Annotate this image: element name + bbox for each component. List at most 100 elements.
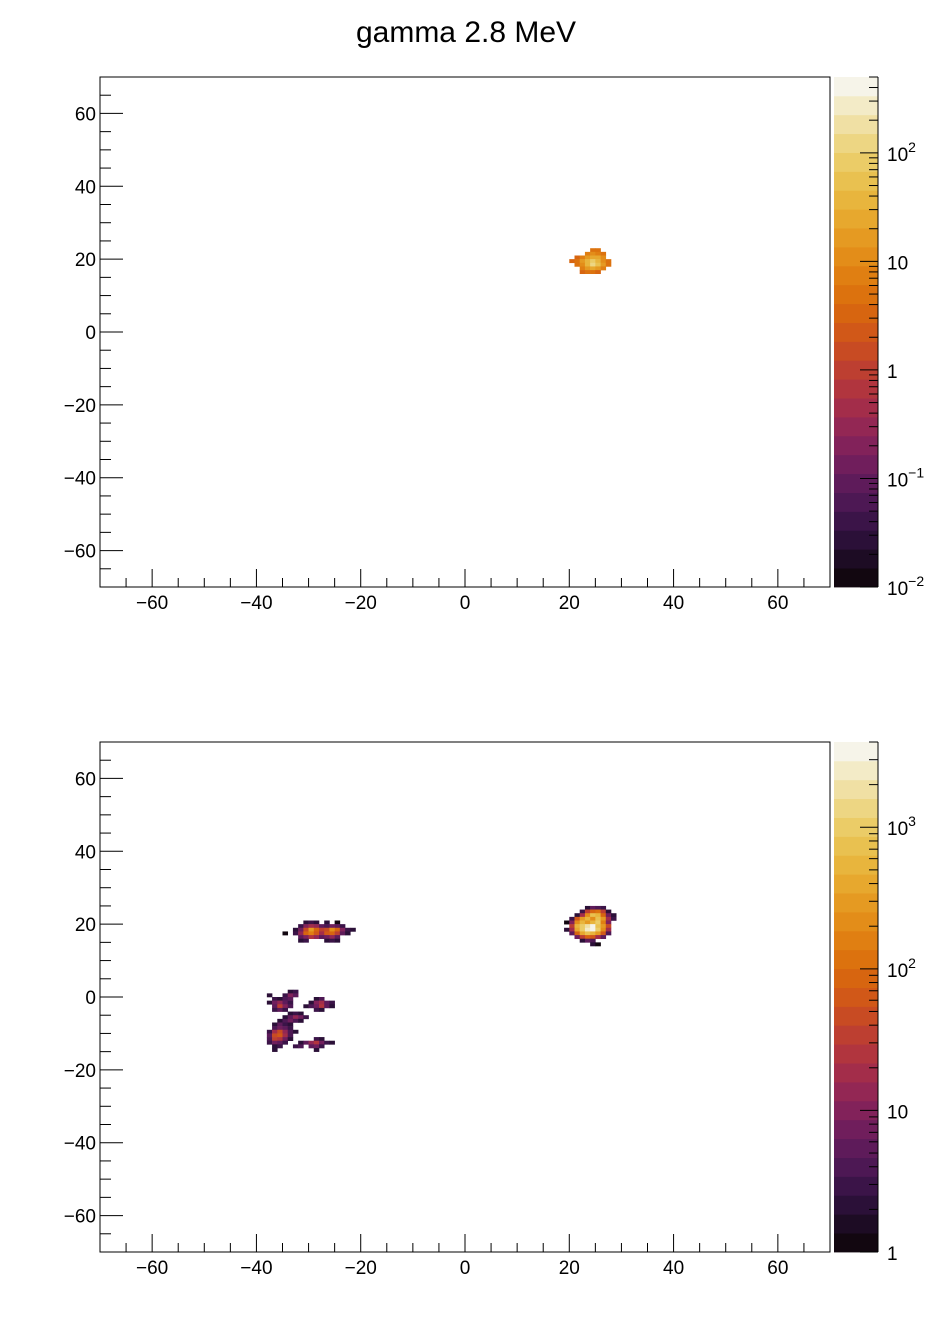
heatmap-bin (272, 1000, 278, 1005)
y-tick-label: 40 (75, 842, 96, 863)
heatmap-bin (564, 920, 570, 925)
heatmap-bin (334, 931, 341, 936)
y-tick-label: 60 (75, 769, 96, 790)
x-tick-label: 20 (559, 593, 580, 614)
color-scale-step (834, 1063, 878, 1083)
heatmap-bin (282, 1000, 289, 1005)
heatmap-bin (319, 997, 325, 1001)
plot-frame (99, 741, 831, 1253)
heatmap-bin (282, 1033, 289, 1038)
heatmap-bin (584, 270, 591, 275)
axes: −60 −40 −20 0 20 40 60 −60 −40 −20 0 20 40 60 (64, 76, 831, 614)
heatmap-bin (334, 935, 341, 940)
heatmap-bin (313, 924, 320, 929)
heatmap-bin (303, 927, 309, 932)
heatmap-bin (303, 924, 309, 929)
heatmap-bin (600, 259, 607, 264)
x-tick-label: −20 (345, 593, 377, 614)
page-title: gamma 2.8 MeV (355, 16, 577, 49)
heatmap-bin (595, 935, 601, 940)
heatmap-bin (574, 931, 581, 936)
heatmap-bin (308, 935, 315, 940)
heatmap-bin (595, 909, 601, 914)
heatmap-bin (584, 909, 591, 914)
color-scale-step (834, 930, 878, 951)
heatmap-bin (272, 1029, 278, 1034)
heatmap-bin (298, 927, 304, 932)
heatmap-bins (266, 905, 617, 1052)
heatmap-bin (324, 1004, 330, 1009)
heatmap-bin (303, 1040, 309, 1045)
heatmap-bin (329, 931, 335, 936)
heatmap-bin (584, 913, 591, 918)
heatmap-bin (292, 1044, 299, 1049)
x-tick-label: −60 (136, 593, 168, 614)
color-scale-step (834, 379, 878, 399)
heatmap-bin (605, 927, 612, 932)
heatmap-bin (595, 251, 601, 256)
heatmap-bin (287, 1037, 294, 1042)
heatmap-bin (579, 938, 586, 943)
y-tick-label: −40 (64, 469, 96, 490)
heatmap-bin (272, 1040, 278, 1045)
heatmap-bin (590, 916, 596, 921)
color-scale-step (834, 435, 878, 456)
heatmap-bin (600, 935, 607, 940)
heatmap-bin (350, 927, 356, 932)
heatmap-bin (600, 931, 607, 936)
heatmap-bin (287, 997, 294, 1001)
heatmap-bin (590, 931, 596, 936)
color-scale-step (834, 742, 878, 762)
heatmap-bin (324, 938, 330, 943)
heatmap-bin (319, 935, 325, 940)
heatmap-bin (329, 938, 335, 943)
heatmap-bin (287, 1018, 294, 1023)
color-scale-step (834, 1025, 878, 1045)
heatmap-bin (339, 931, 346, 936)
heatmap-bin (277, 997, 283, 1001)
heatmap-bin (292, 1029, 299, 1034)
heatmap-bin (282, 993, 289, 998)
heatmap-bin (287, 1011, 294, 1016)
x-tick-label: 0 (460, 1258, 471, 1279)
heatmap-bin (287, 1015, 294, 1020)
z-tick-label: 102 (887, 955, 916, 982)
heatmap-bin (292, 989, 299, 994)
heatmap-bin (313, 1040, 320, 1045)
heatmap-bin (595, 259, 601, 264)
heatmap-bin (298, 938, 304, 943)
heatmap-bin (595, 942, 601, 947)
heatmap-bin (600, 262, 607, 267)
heatmap-bin (595, 905, 601, 910)
heatmap-bin (303, 931, 309, 936)
heatmap-bin (574, 924, 581, 929)
heatmap-bin (266, 993, 273, 998)
heatmap-bin (600, 927, 607, 932)
heatmap-bin (308, 924, 315, 929)
heatmap-bin (584, 927, 591, 932)
heatmap-bin (272, 1022, 278, 1027)
heatmap-bin (272, 997, 278, 1001)
heatmap-bin (308, 1044, 315, 1049)
color-scale-step (834, 968, 878, 988)
heatmap-bin (584, 920, 591, 925)
color-scale-step (834, 949, 878, 970)
heatmap-bin (600, 251, 607, 256)
heatmap-bin (287, 1004, 294, 1009)
heatmap-bin (308, 1004, 315, 1009)
heatmap-bin (584, 931, 591, 936)
heatmap-bin (339, 924, 346, 929)
heatmap-bin (600, 909, 607, 914)
heatmap-bin (345, 927, 351, 932)
color-scale-step (834, 247, 878, 267)
color-scale-step (834, 987, 878, 1007)
heatmap-bin (282, 997, 289, 1001)
heatmap-bin (298, 924, 304, 929)
heatmap-bin (319, 927, 325, 932)
z-tick-label: 10−1 (887, 464, 924, 491)
color-scale-step (834, 1006, 878, 1026)
color-scale-step (834, 1100, 878, 1121)
heatmap-bin (313, 927, 320, 932)
plot-frame (99, 76, 831, 588)
